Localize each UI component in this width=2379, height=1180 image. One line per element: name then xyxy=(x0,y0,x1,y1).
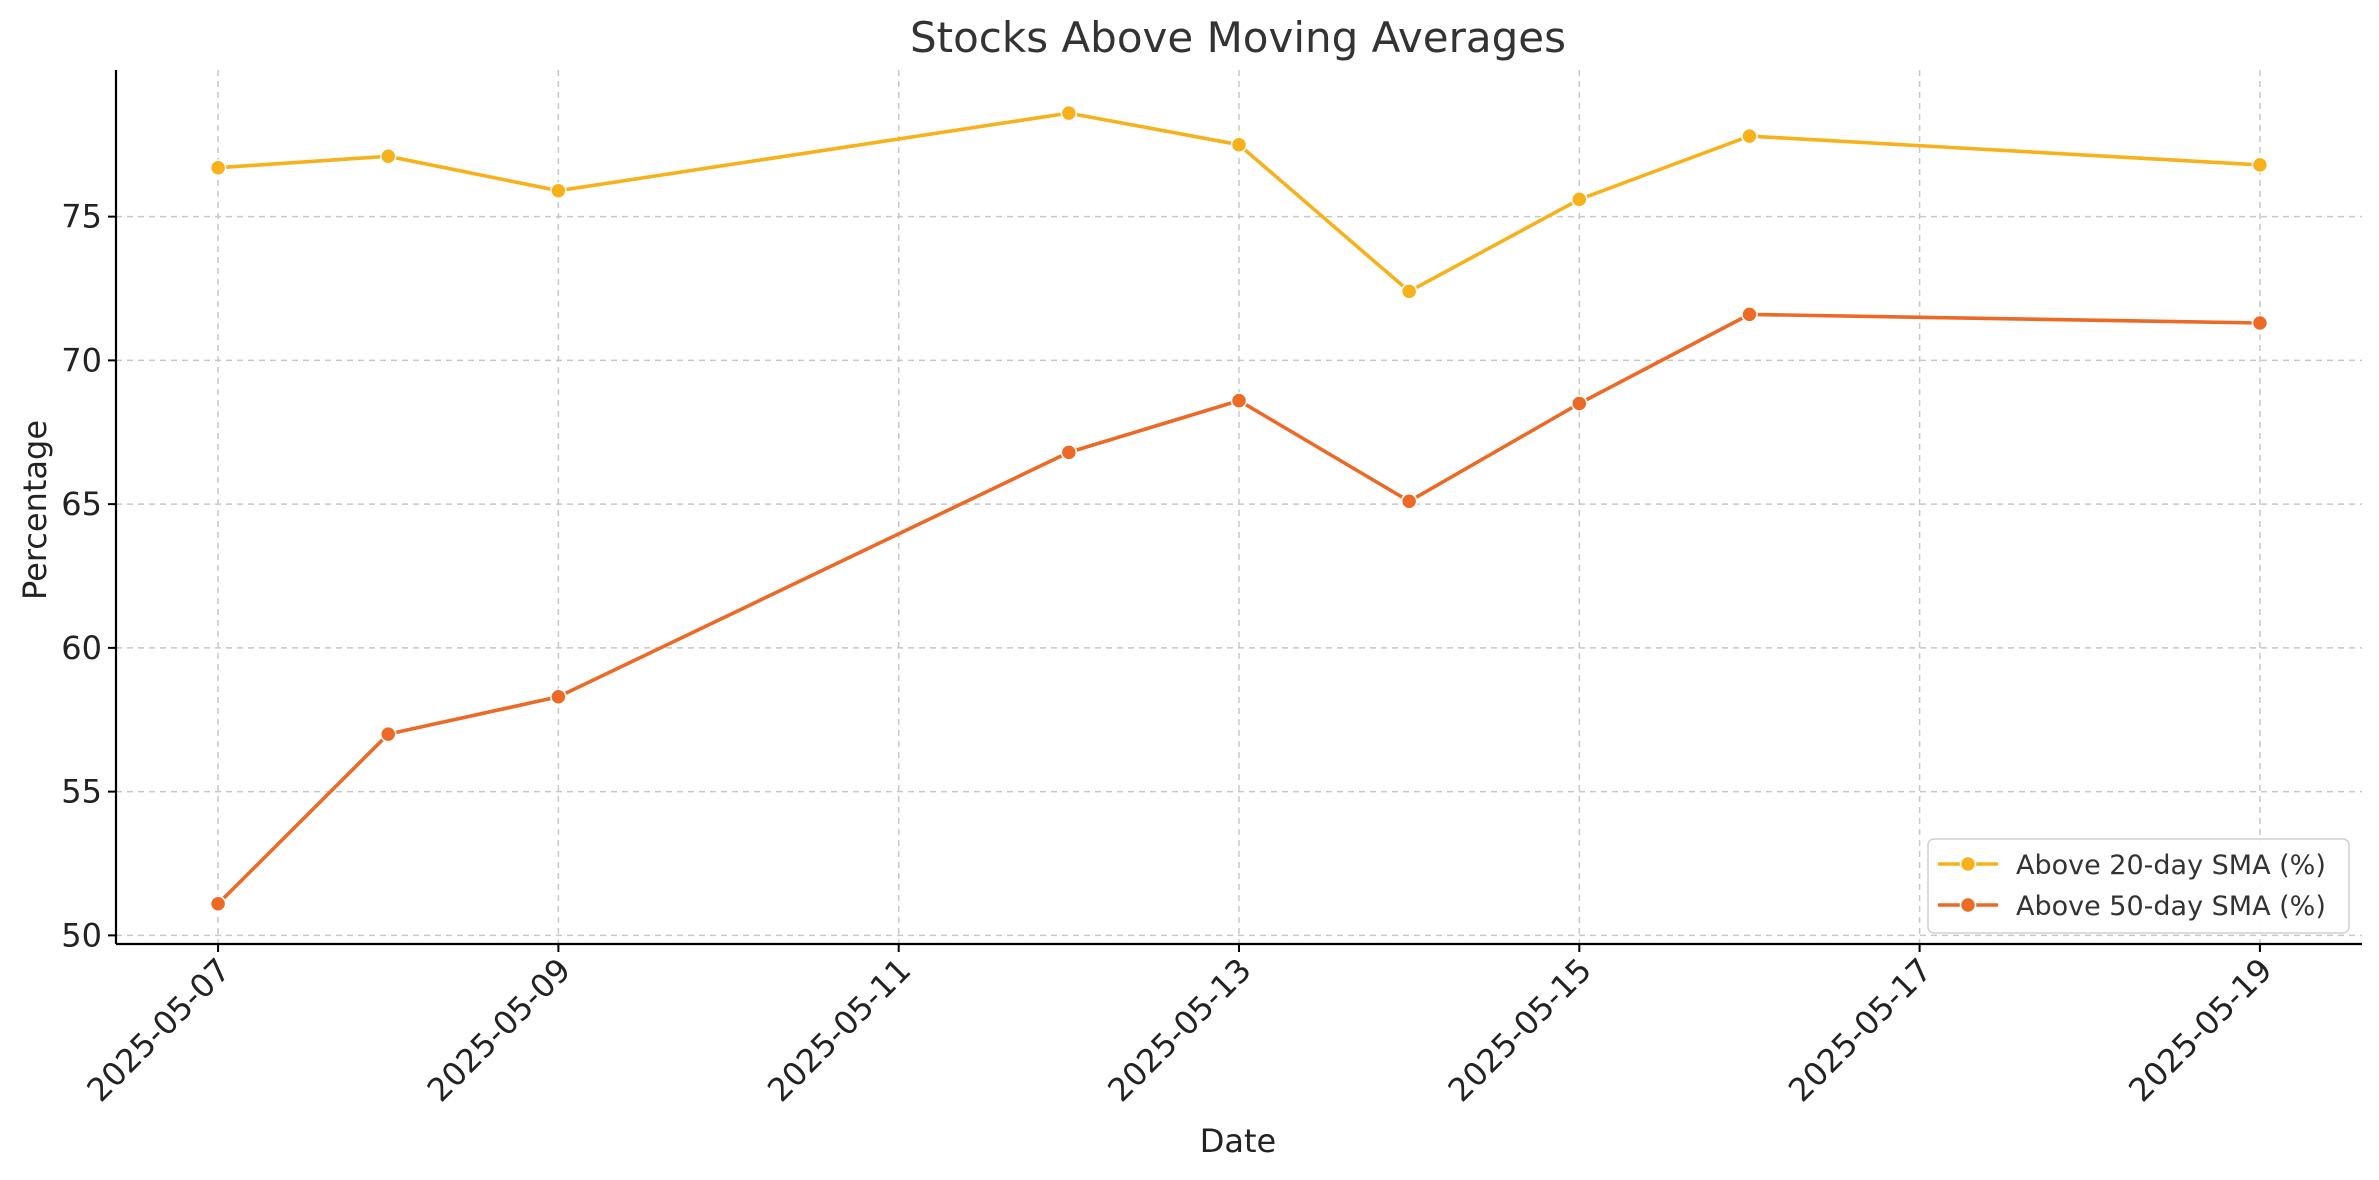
y-tick-label: 65 xyxy=(61,485,102,523)
x-axis-ticks: 2025-05-07 2025-05-09 2025-05-11 2025-05-13… xyxy=(79,944,2280,1109)
legend-item: Above 20-day SMA (%) xyxy=(1938,850,2326,881)
data-point xyxy=(1060,104,1078,122)
y-tick-label: 50 xyxy=(61,916,102,954)
legend-item: Above 50-day SMA (%) xyxy=(1938,891,2326,922)
chart-title: Stocks Above Moving Averages xyxy=(910,13,1566,62)
y-axis-ticks: 50 55 60 65 70 75 xyxy=(61,198,116,954)
x-tick-label: 2025-05-09 xyxy=(420,951,578,1109)
data-point xyxy=(209,895,227,912)
legend-marker xyxy=(1959,896,1977,914)
x-tick-label: 2025-05-11 xyxy=(760,951,918,1109)
legend-marker xyxy=(1959,855,1977,873)
data-point xyxy=(1230,392,1248,409)
legend-label: Above 50-day SMA (%) xyxy=(2016,891,2326,922)
x-axis-label: Date xyxy=(1200,1122,1276,1160)
y-tick-label: 75 xyxy=(61,198,102,236)
series-2 xyxy=(209,306,2269,912)
data-point xyxy=(1571,191,1588,208)
data-point xyxy=(1400,283,1418,300)
data-point xyxy=(1400,493,1418,510)
data-point xyxy=(1741,306,1758,323)
y-tick-label: 55 xyxy=(61,773,102,811)
data-point xyxy=(209,159,227,176)
data-point xyxy=(1060,444,1078,461)
data-point xyxy=(1741,127,1758,145)
data-point xyxy=(2251,314,2269,332)
x-tick-label: 2025-05-13 xyxy=(1100,951,1258,1109)
x-tick-label: 2025-05-15 xyxy=(1441,951,1599,1109)
legend-label: Above 20-day SMA (%) xyxy=(2016,850,2326,881)
data-point xyxy=(1230,136,1248,153)
x-tick-label: 2025-05-07 xyxy=(79,951,237,1109)
series-group xyxy=(209,104,2269,912)
data-point xyxy=(1571,395,1588,412)
x-tick-label: 2025-05-19 xyxy=(2121,951,2279,1109)
data-point xyxy=(550,182,567,199)
data-point xyxy=(2251,156,2269,174)
data-point xyxy=(379,148,397,165)
series-1 xyxy=(209,104,2269,300)
y-tick-label: 70 xyxy=(61,341,102,379)
data-point xyxy=(379,725,397,743)
y-tick-label: 60 xyxy=(61,629,102,667)
legend: Above 20-day SMA (%) Above 50-day SMA (%) xyxy=(1927,838,2350,934)
grid-lines xyxy=(116,70,2362,944)
x-tick-label: 2025-05-17 xyxy=(1781,951,1939,1109)
y-axis-label: Percentage xyxy=(16,420,54,600)
legend-frame xyxy=(1927,838,2350,934)
data-point xyxy=(550,688,567,705)
